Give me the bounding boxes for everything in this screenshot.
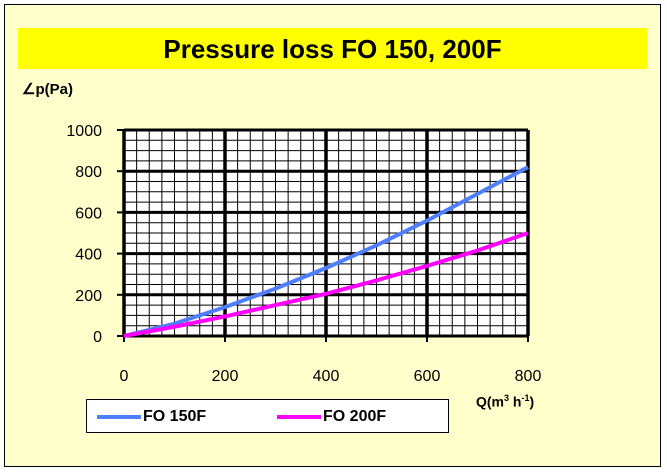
y-tick-label: 1000 (66, 123, 102, 140)
legend-label-fo200f: FO 200F (323, 408, 387, 425)
y-tick-label: 0 (93, 329, 102, 346)
x-axis-label-exp-1: -1 (521, 393, 530, 403)
series-lines (123, 165, 529, 338)
y-tick-label: 600 (75, 205, 102, 222)
x-axis-label-close: ) (529, 393, 535, 410)
y-tick-label: 400 (75, 247, 102, 264)
y-axis-label: ∠p(Pa) (22, 81, 73, 98)
series-line-fo-150f (123, 165, 529, 338)
legend-label-fo150f: FO 150F (143, 408, 207, 425)
x-axis-label-q: Q(m (476, 393, 504, 410)
legend-line-fo150f (97, 415, 141, 419)
legend-line-fo200f (277, 415, 321, 419)
y-tick-label: 800 (75, 164, 102, 181)
y-tick-label: 200 (75, 288, 102, 305)
x-axis-label-h: h (509, 393, 522, 410)
x-tick-label: 400 (313, 368, 340, 385)
chart-title: Pressure loss FO 150, 200F (163, 34, 502, 64)
legend: FO 150F FO 200F (86, 399, 449, 433)
x-axis-label-exp3: 3 (504, 393, 510, 403)
x-axis-label: Q(m3 h-1) (476, 393, 534, 410)
x-tick-label: 0 (120, 368, 129, 385)
x-tick-label: 800 (515, 368, 542, 385)
series-line-fo-200f (123, 231, 529, 338)
x-tick-label: 200 (212, 368, 239, 385)
x-tick-label: 600 (414, 368, 441, 385)
tick-labels: 0 200 400 600 800 1000 0 200 400 600 800 (66, 123, 541, 385)
title-bar (18, 28, 647, 69)
